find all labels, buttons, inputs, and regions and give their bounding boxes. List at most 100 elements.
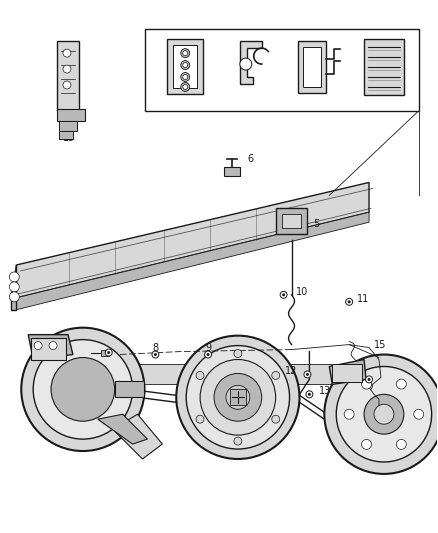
Text: 9: 9 (205, 343, 211, 352)
Circle shape (226, 385, 250, 409)
Circle shape (396, 439, 406, 449)
Bar (298, 41, 326, 93)
Circle shape (21, 328, 145, 451)
Text: 4: 4 (381, 103, 387, 113)
Text: 15: 15 (374, 340, 386, 350)
Circle shape (324, 354, 438, 474)
Circle shape (9, 272, 19, 282)
Circle shape (207, 353, 209, 356)
Text: 6: 6 (248, 154, 254, 164)
Circle shape (107, 351, 110, 354)
Bar (224, 166, 240, 176)
Bar (57, 41, 79, 111)
Bar (173, 333, 303, 462)
Circle shape (49, 342, 57, 350)
Bar (145, 29, 419, 111)
Circle shape (308, 393, 311, 396)
Circle shape (186, 345, 290, 449)
Circle shape (9, 292, 19, 302)
Polygon shape (240, 41, 262, 84)
Circle shape (240, 58, 252, 70)
Circle shape (63, 81, 71, 89)
Circle shape (34, 342, 42, 350)
Circle shape (364, 394, 404, 434)
Circle shape (105, 349, 112, 356)
Bar (304, 47, 321, 87)
Circle shape (374, 404, 394, 424)
Circle shape (214, 374, 262, 421)
Circle shape (51, 358, 115, 421)
Bar (276, 208, 307, 234)
Text: 3: 3 (309, 103, 315, 113)
Circle shape (344, 409, 354, 419)
Text: 13: 13 (319, 386, 332, 397)
Polygon shape (28, 335, 73, 360)
Circle shape (280, 292, 287, 298)
Circle shape (33, 340, 133, 439)
Circle shape (362, 379, 371, 389)
Circle shape (205, 351, 212, 358)
Text: 1: 1 (182, 103, 188, 113)
Circle shape (200, 360, 276, 435)
Bar (332, 365, 362, 382)
Polygon shape (79, 365, 389, 384)
Bar (57, 109, 85, 121)
Bar (364, 39, 404, 95)
Text: 12: 12 (285, 367, 297, 376)
Bar (31, 337, 66, 360)
Text: 2: 2 (245, 103, 251, 113)
Text: 8: 8 (152, 343, 159, 352)
Circle shape (367, 378, 371, 381)
Text: 7: 7 (73, 344, 79, 354)
Text: 11: 11 (357, 294, 369, 304)
Circle shape (414, 409, 424, 419)
Circle shape (306, 373, 309, 376)
Polygon shape (329, 360, 366, 384)
Circle shape (183, 51, 188, 55)
Circle shape (181, 83, 190, 92)
Polygon shape (98, 414, 148, 444)
Circle shape (196, 415, 204, 423)
Circle shape (63, 65, 71, 73)
Bar (101, 350, 109, 356)
Bar (173, 45, 197, 88)
Circle shape (183, 75, 188, 79)
Polygon shape (113, 414, 162, 459)
Circle shape (304, 371, 311, 378)
Circle shape (9, 282, 19, 292)
Circle shape (396, 379, 406, 389)
Circle shape (181, 61, 190, 69)
Circle shape (282, 293, 285, 296)
Circle shape (272, 415, 280, 423)
Circle shape (152, 351, 159, 358)
Circle shape (183, 62, 188, 68)
Polygon shape (16, 212, 369, 310)
Circle shape (181, 72, 190, 82)
Circle shape (306, 391, 313, 398)
Circle shape (154, 353, 157, 356)
Circle shape (336, 367, 431, 462)
Circle shape (183, 84, 188, 90)
Circle shape (346, 298, 353, 305)
Text: 16: 16 (377, 373, 389, 382)
Text: 19: 19 (63, 133, 75, 143)
Circle shape (366, 376, 373, 383)
Circle shape (176, 336, 300, 459)
Circle shape (234, 350, 242, 358)
Circle shape (272, 372, 280, 379)
Circle shape (362, 439, 371, 449)
Polygon shape (16, 182, 369, 298)
Bar (59, 131, 73, 139)
Bar (59, 121, 77, 131)
Circle shape (196, 372, 204, 379)
Bar (230, 389, 246, 405)
Circle shape (234, 437, 242, 445)
Text: 10: 10 (296, 287, 308, 297)
Polygon shape (11, 265, 16, 310)
Bar (282, 214, 301, 228)
Circle shape (63, 49, 71, 57)
Bar (167, 39, 203, 94)
Bar (115, 382, 145, 397)
Circle shape (348, 300, 351, 303)
Circle shape (181, 49, 190, 58)
